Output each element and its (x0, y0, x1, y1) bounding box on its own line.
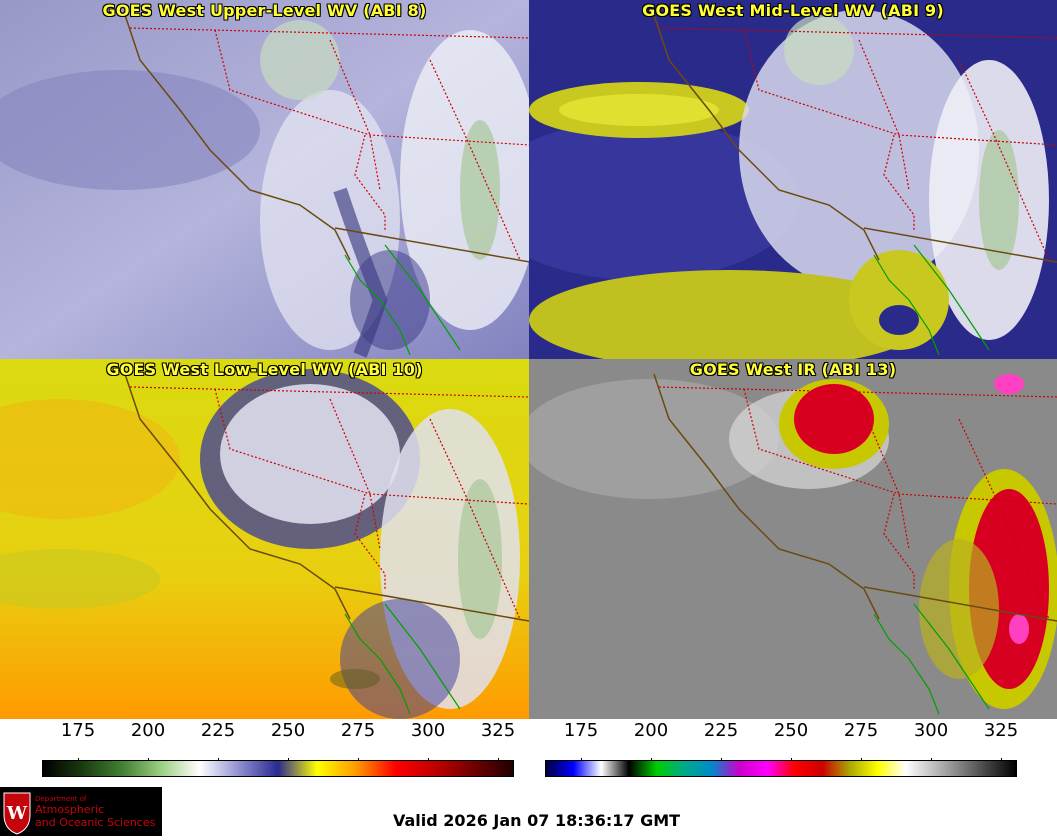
panel-title-upper: GOES West Upper-Level WV (ABI 8) (102, 1, 427, 20)
panel-mid-level-wv: GOES West Mid-Level WV (ABI 9) (529, 0, 1057, 359)
mid-level-wv-image (529, 0, 1057, 359)
ir-colorbar: 175 200 225 250 275 300 325 (545, 720, 1019, 780)
logo-line3: and Oceanic Sciences (35, 816, 156, 829)
ir-tick-label: 300 (913, 720, 949, 741)
ir-image (529, 359, 1057, 719)
panel-low-level-wv: GOES West Low-Level WV (ABI 10) (0, 359, 529, 719)
low-level-wv-image (0, 359, 529, 719)
wv-colorbar-gradient (42, 760, 514, 777)
aos-logo: W Department of Atmospheric and Oceanic … (0, 787, 162, 836)
wv-tick-label: 175 (60, 720, 96, 741)
panel-ir: GOES West IR (ABI 13) (529, 359, 1057, 719)
uw-crest-icon: W (3, 792, 31, 835)
wv-tick-label: 300 (410, 720, 446, 741)
upper-level-wv-image (0, 0, 529, 359)
panel-title-low: GOES West Low-Level WV (ABI 10) (106, 360, 423, 379)
wv-tick-label: 325 (480, 720, 516, 741)
wv-tick-label: 275 (340, 720, 376, 741)
valid-time: Valid 2026 Jan 07 18:36:17 GMT (393, 811, 681, 830)
panel-title-mid: GOES West Mid-Level WV (ABI 9) (642, 1, 944, 20)
ir-tick-label: 200 (633, 720, 669, 741)
panel-title-ir: GOES West IR (ABI 13) (689, 360, 897, 379)
ir-tick-label: 325 (983, 720, 1019, 741)
panel-upper-level-wv: GOES West Upper-Level WV (ABI 8) (0, 0, 529, 359)
svg-text:W: W (6, 803, 28, 824)
wv-tick-label: 225 (200, 720, 236, 741)
wv-colorbar: 175 200 225 250 275 300 325 (42, 720, 516, 780)
logo-line1: Department of (35, 795, 87, 803)
ir-colorbar-gradient (545, 760, 1017, 777)
wv-tick-label: 200 (130, 720, 166, 741)
wv-tick-label: 250 (270, 720, 306, 741)
ir-tick-label: 175 (563, 720, 599, 741)
ir-tick-label: 250 (773, 720, 809, 741)
ir-tick-label: 275 (843, 720, 879, 741)
ir-tick-label: 225 (703, 720, 739, 741)
logo-line2: Atmospheric (35, 803, 105, 816)
